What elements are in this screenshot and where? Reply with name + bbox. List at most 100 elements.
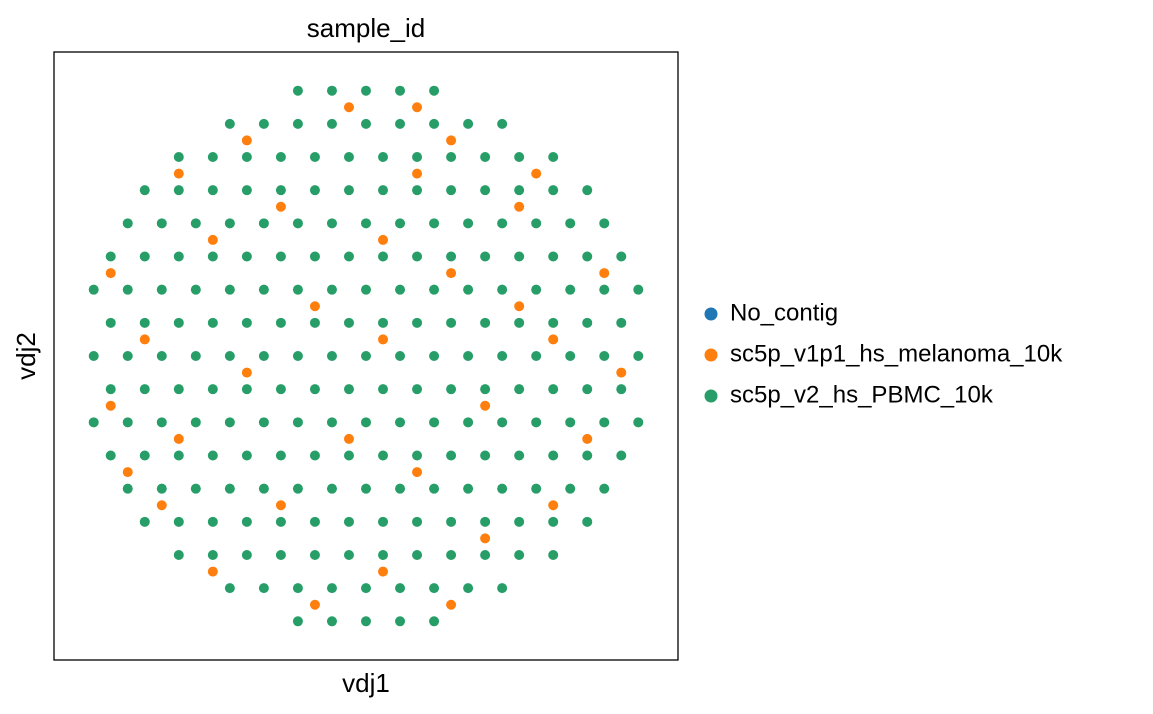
point <box>258 483 269 494</box>
point <box>207 317 218 328</box>
point <box>173 251 184 262</box>
point <box>531 417 542 428</box>
point <box>173 450 184 461</box>
point <box>429 218 440 229</box>
point <box>309 317 320 328</box>
point <box>378 384 389 395</box>
point <box>275 185 286 196</box>
point <box>446 516 457 527</box>
legend-marker <box>704 348 718 362</box>
plot-frame <box>53 51 679 661</box>
point <box>275 500 286 511</box>
point <box>173 152 184 163</box>
point <box>343 384 354 395</box>
point <box>343 102 354 113</box>
point <box>241 152 252 163</box>
point <box>258 417 269 428</box>
point <box>207 566 218 577</box>
point <box>480 533 491 544</box>
point <box>361 284 371 295</box>
point <box>514 185 525 196</box>
point <box>292 417 303 428</box>
point <box>173 317 184 328</box>
point <box>395 417 406 428</box>
point <box>531 218 542 229</box>
point <box>224 417 235 428</box>
point <box>633 417 644 428</box>
point <box>190 483 201 494</box>
point <box>105 384 116 395</box>
point <box>480 384 491 395</box>
point <box>582 450 593 461</box>
point <box>241 135 252 146</box>
point <box>190 218 201 229</box>
point <box>361 583 371 594</box>
point <box>241 384 252 395</box>
point <box>309 549 320 560</box>
point <box>480 152 491 163</box>
point <box>548 317 559 328</box>
point <box>139 334 150 345</box>
point <box>275 450 286 461</box>
point <box>412 102 423 113</box>
point <box>173 168 184 179</box>
point <box>156 284 167 295</box>
point <box>343 185 354 196</box>
point <box>412 251 423 262</box>
point <box>412 549 423 560</box>
point <box>309 450 320 461</box>
point <box>514 152 525 163</box>
point <box>326 118 337 129</box>
point <box>497 483 508 494</box>
point <box>497 284 508 295</box>
point <box>309 152 320 163</box>
point <box>190 284 201 295</box>
point <box>582 317 593 328</box>
point <box>343 317 354 328</box>
point <box>497 351 508 361</box>
point <box>548 334 559 345</box>
point <box>412 152 423 163</box>
point <box>514 301 525 312</box>
point <box>446 450 457 461</box>
point <box>326 417 337 428</box>
point <box>633 351 644 361</box>
point <box>531 351 542 361</box>
x-axis-label: vdj1 <box>342 668 390 698</box>
point <box>446 251 457 262</box>
point <box>480 317 491 328</box>
point <box>463 483 474 494</box>
point <box>139 251 150 262</box>
point <box>258 583 269 594</box>
point <box>105 400 116 411</box>
point <box>275 152 286 163</box>
point <box>514 384 525 395</box>
point <box>616 251 627 262</box>
point <box>88 351 99 361</box>
point <box>207 516 218 527</box>
point <box>599 417 610 428</box>
point <box>105 317 116 328</box>
point <box>378 185 389 196</box>
point <box>616 450 627 461</box>
point <box>241 317 252 328</box>
point <box>343 516 354 527</box>
point <box>361 118 371 129</box>
point <box>343 433 354 444</box>
point <box>326 85 337 96</box>
point <box>224 118 235 129</box>
point <box>309 599 320 610</box>
point <box>139 185 150 196</box>
legend-label: No_contig <box>730 299 838 326</box>
point <box>309 384 320 395</box>
point <box>122 284 133 295</box>
point <box>173 384 184 395</box>
point <box>429 616 440 627</box>
point <box>548 549 559 560</box>
point <box>463 417 474 428</box>
point <box>565 483 576 494</box>
point <box>343 251 354 262</box>
point <box>514 201 525 212</box>
point <box>412 384 423 395</box>
point <box>122 417 133 428</box>
